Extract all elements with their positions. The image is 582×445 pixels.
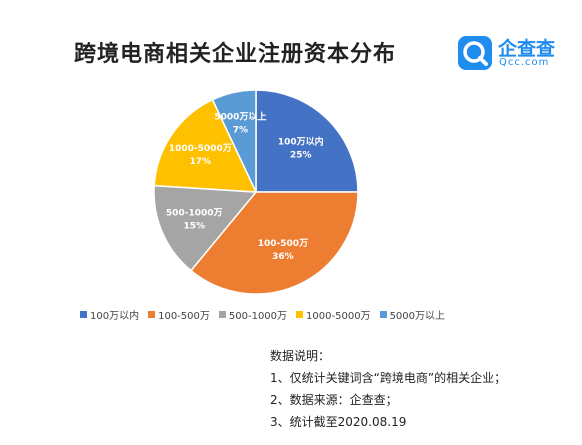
slice-value-label-5: 7% [233,125,248,135]
legend-label-3: 500-1000万 [228,310,288,322]
slice-category-label-3: 500-1000万 [166,208,223,219]
pie-slice-3 [153,184,258,272]
legend-item-2: 100-500万 [148,307,210,322]
slice-value-label-3: 15% [183,222,205,232]
qcc-logo: 企查查 Qcc.com [458,34,568,74]
legend-swatch-1 [80,310,87,318]
pie-slice-4 [153,98,258,193]
legend-swatch-2 [148,310,156,318]
slice-category-label-1: 100万以内 [278,135,324,147]
notes-line-1: 1、仅统计关键词含“跨境电商”的相关企业； [270,371,507,385]
legend-label-2: 100-500万 [158,310,210,322]
pie-slice-1 [255,89,359,193]
pie-slice-5 [211,89,257,193]
slice-value-label-2: 36% [272,252,294,262]
legend-swatch-3 [218,310,226,318]
notes-heading: 数据说明： [270,349,331,363]
notes-line-2: 2、数据来源：企查查； [270,393,398,407]
chart-legend: 100万以内 100-500万 500-1000万 1000-5000万 5000万以上 [80,307,454,322]
legend-label-1: 100万以内 [90,310,140,322]
slice-value-label-1: 25% [290,150,312,160]
notes-line-3: 3、统计截至2020.08.19 [270,415,407,429]
pie-slice-2 [189,191,359,295]
legend-swatch-5 [379,310,387,318]
legend-label-4: 1000-5000万 [306,310,371,322]
legend-label-5: 5000万以上 [389,310,446,322]
legend-item-5: 5000万以上 [379,307,446,322]
chart-title: 跨境电商相关企业注册资本分布 [73,42,396,67]
legend-item-1: 100万以内 [80,307,139,322]
qcc-logo-icon [458,36,492,70]
logo-name: 企查查 [498,38,556,60]
slice-category-label-2: 100-500万 [258,238,308,249]
legend-item-4: 1000-5000万 [296,307,371,322]
slice-category-label-4: 1000-5000万 [169,143,232,154]
legend-item-3: 500-1000万 [218,307,288,322]
legend-swatch-4 [296,310,304,318]
slice-category-label-5: 5000万以上 [214,110,266,122]
logo-sub: Qcc.com [499,57,550,68]
data-notes: 数据说明： 1、仅统计关键词含“跨境电商”的相关企业； 2、数据来源：企查查； … [270,345,506,433]
slice-value-label-4: 17% [190,157,212,167]
